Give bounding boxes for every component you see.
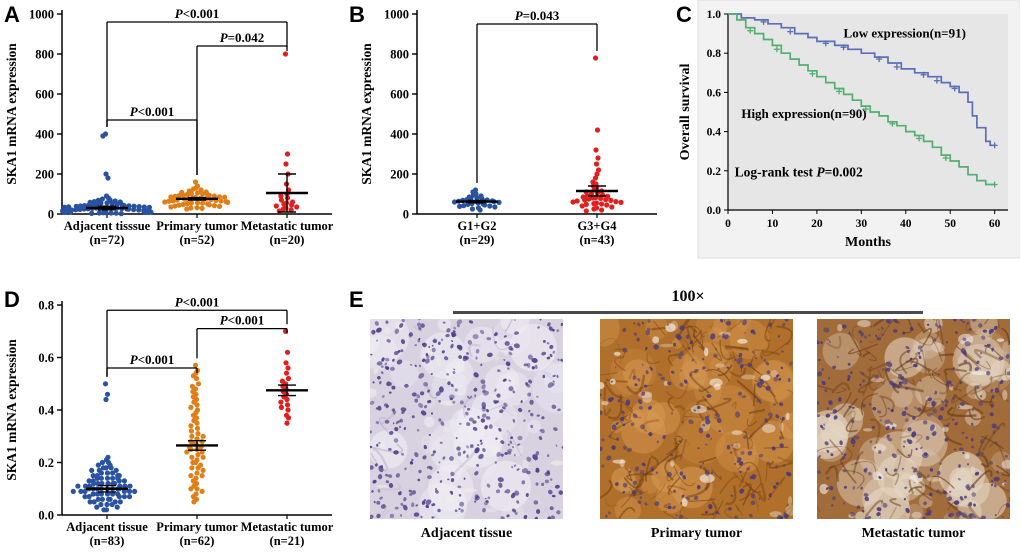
svg-text:30: 30 xyxy=(856,218,868,230)
svg-text:0.0: 0.0 xyxy=(38,509,54,523)
panel-c-label: C xyxy=(676,2,692,27)
svg-text:P=0.042: P=0.042 xyxy=(220,30,265,45)
svg-text:0.2: 0.2 xyxy=(38,456,54,470)
svg-text:600: 600 xyxy=(390,88,409,102)
svg-text:P=0.043: P=0.043 xyxy=(515,8,560,23)
micrograph-metastatic-tumor xyxy=(817,319,1010,519)
svg-text:Primary tumor: Primary tumor xyxy=(156,520,238,534)
svg-text:Metastatic tumor: Metastatic tumor xyxy=(241,219,334,233)
svg-text:800: 800 xyxy=(35,48,54,62)
panel-a: A 0 200 400 600 800 1000 SKA1 mRNA expression A… xyxy=(0,0,345,285)
svg-text:0: 0 xyxy=(48,208,54,222)
svg-text:(n=29): (n=29) xyxy=(460,233,495,247)
svg-text:P<0.001: P<0.001 xyxy=(175,6,220,21)
panel-e: E 100× Adjacent tissue Primary tumor Met… xyxy=(345,285,1020,558)
svg-text:0.6: 0.6 xyxy=(38,351,54,365)
svg-text:20: 20 xyxy=(811,218,823,230)
svg-text:10: 10 xyxy=(767,218,779,230)
svg-text:G1+G2: G1+G2 xyxy=(457,219,496,233)
ihc-caption-adjacent-tissue: Adjacent tissue xyxy=(420,526,513,541)
svg-text:0.8: 0.8 xyxy=(38,299,54,313)
svg-text:(n=62): (n=62) xyxy=(180,534,215,548)
ihc-figure-metastatic-tumor: Metastatic tumor xyxy=(817,319,1010,542)
svg-text:(n=52): (n=52) xyxy=(180,233,215,247)
svg-text:(n=20): (n=20) xyxy=(270,233,305,247)
svg-text:Overall survival: Overall survival xyxy=(678,63,693,160)
svg-text:60: 60 xyxy=(989,218,1001,230)
svg-text:0: 0 xyxy=(403,208,409,222)
svg-text:Primary tumor: Primary tumor xyxy=(156,219,238,233)
panel-b-label: B xyxy=(349,2,365,27)
svg-text:Low expression(n=91): Low expression(n=91) xyxy=(844,26,966,41)
panel-a-dotplot: 0 200 400 600 800 1000 SKA1 mRNA expression Adj… xyxy=(4,6,334,247)
panel-c: C 0 10 20 30 40 50 60 0.0 0.2 0.4 0.6 0.8 1.0 Months O… xyxy=(672,0,1020,285)
svg-text:SKA1 mRNA expression: SKA1 mRNA expression xyxy=(4,43,19,185)
svg-text:200: 200 xyxy=(35,168,54,182)
svg-text:P<0.001: P<0.001 xyxy=(130,352,175,367)
panel-d-label: D xyxy=(4,287,20,312)
svg-text:SKA1 mRNA expression: SKA1 mRNA expression xyxy=(359,43,374,185)
svg-text:0.8: 0.8 xyxy=(707,48,722,60)
svg-text:1000: 1000 xyxy=(384,8,409,22)
panel-b: B 0 200 400 600 800 1000 SKA1 mRNA expression G… xyxy=(345,0,672,285)
panel-d: D 0.0 0.2 0.4 0.6 0.8 SKA1 mRNA expression Adj… xyxy=(0,285,345,558)
svg-text:(n=43): (n=43) xyxy=(580,233,615,247)
svg-text:0.4: 0.4 xyxy=(38,404,54,418)
svg-text:Log-rank test P=0.002: Log-rank test P=0.002 xyxy=(735,165,863,180)
micrograph-adjacent-tissue xyxy=(370,319,563,519)
svg-text:Months: Months xyxy=(845,235,891,250)
ihc-figure-adjacent-tissue: Adjacent tissue xyxy=(370,319,563,542)
svg-text:0: 0 xyxy=(725,218,731,230)
svg-text:200: 200 xyxy=(390,168,409,182)
svg-text:(n=83): (n=83) xyxy=(90,534,125,548)
svg-text:0.2: 0.2 xyxy=(707,166,722,178)
svg-text:1000: 1000 xyxy=(29,8,54,22)
svg-text:Adjacent tisssue: Adjacent tisssue xyxy=(64,219,151,233)
svg-text:P<0.001: P<0.001 xyxy=(220,313,265,328)
ihc-figure-primary-tumor: Primary tumor xyxy=(600,319,793,542)
svg-text:0.6: 0.6 xyxy=(707,87,722,99)
svg-text:0.0: 0.0 xyxy=(707,205,722,217)
magnification-label: 100× xyxy=(671,288,705,305)
panel-a-label: A xyxy=(4,2,20,27)
micrograph-primary-tumor xyxy=(600,319,793,519)
svg-text:Metastatic tumor: Metastatic tumor xyxy=(241,520,334,534)
svg-text:0.4: 0.4 xyxy=(707,127,722,139)
svg-text:High expression(n=90): High expression(n=90) xyxy=(741,106,866,121)
svg-text:P<0.001: P<0.001 xyxy=(175,294,220,309)
svg-text:400: 400 xyxy=(390,128,409,142)
svg-text:800: 800 xyxy=(390,48,409,62)
svg-text:P<0.001: P<0.001 xyxy=(130,104,175,119)
panel-d-dotplot: 0.0 0.2 0.4 0.6 0.8 SKA1 mRNA expression Adjac… xyxy=(4,294,334,548)
ihc-caption-metastatic-tumor: Metastatic tumor xyxy=(861,526,966,541)
svg-text:600: 600 xyxy=(35,88,54,102)
svg-text:(n=72): (n=72) xyxy=(90,233,125,247)
magnification-bar xyxy=(453,311,923,314)
ihc-caption-primary-tumor: Primary tumor xyxy=(650,526,743,541)
svg-text:1.0: 1.0 xyxy=(707,9,722,21)
panel-c-survival-plot: 0 10 20 30 40 50 60 0.0 0.2 0.4 0.6 0.8 1.0 Months Ove… xyxy=(678,0,1020,259)
svg-text:G3+G4: G3+G4 xyxy=(577,219,617,233)
svg-text:400: 400 xyxy=(35,128,54,142)
svg-text:Adjacent tissue: Adjacent tissue xyxy=(66,520,148,534)
svg-text:(n=21): (n=21) xyxy=(270,534,305,548)
svg-text:SKA1 mRNA expression: SKA1 mRNA expression xyxy=(4,339,19,481)
svg-text:50: 50 xyxy=(944,218,956,230)
panel-b-dotplot: 0 200 400 600 800 1000 SKA1 mRNA expression G1+… xyxy=(359,8,657,247)
svg-text:40: 40 xyxy=(900,218,912,230)
panel-e-label: E xyxy=(349,287,364,312)
